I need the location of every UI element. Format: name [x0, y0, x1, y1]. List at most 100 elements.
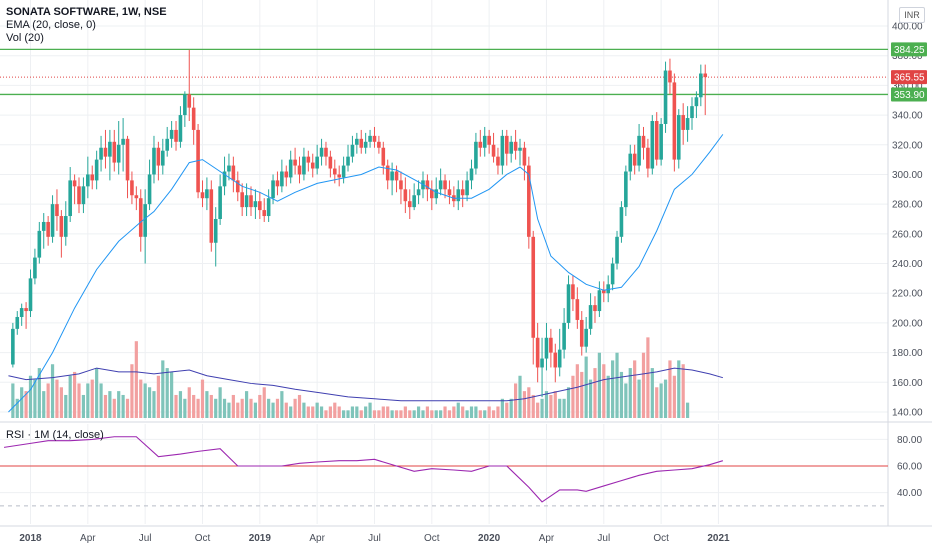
candle	[416, 180, 421, 205]
candle	[315, 144, 319, 175]
candle	[280, 159, 284, 193]
candle	[341, 156, 346, 184]
candle-body	[407, 201, 412, 208]
candle-body	[94, 159, 99, 181]
candle	[240, 183, 244, 217]
candle-body	[663, 70, 668, 124]
candle	[676, 109, 681, 169]
candle-body	[359, 138, 364, 148]
time-tick-label: Oct	[424, 533, 440, 544]
candle	[681, 103, 685, 145]
candle-body	[694, 97, 699, 107]
volume-bar	[33, 379, 37, 418]
price-tick-label: 140.00	[892, 408, 923, 419]
volume-bar	[302, 402, 306, 418]
ema-legend[interactable]: EMA (20, close, 0)	[6, 19, 96, 31]
price-tick-label: 400.00	[892, 22, 923, 33]
candle-body	[346, 156, 350, 166]
candle-body	[443, 180, 447, 190]
volume-bar	[103, 394, 108, 418]
candle	[319, 138, 324, 166]
candle-body	[306, 156, 311, 163]
candle	[231, 156, 236, 193]
volume-bar	[491, 410, 496, 418]
candle	[90, 165, 95, 190]
candle-body	[108, 141, 112, 157]
candle-body	[469, 168, 474, 181]
candle-body	[86, 174, 90, 187]
volume-bar	[192, 394, 196, 418]
candle	[540, 337, 544, 398]
currency-badge[interactable]: INR	[899, 7, 925, 23]
candle	[562, 308, 566, 359]
candle	[659, 118, 663, 166]
price-tick-label: 380.00	[892, 51, 923, 62]
volume-bar	[81, 394, 86, 418]
volume-bar	[659, 383, 663, 418]
rsi-tick-label: 80.00	[897, 435, 922, 446]
candle	[663, 61, 668, 133]
candle	[125, 135, 130, 199]
candle-body	[341, 165, 346, 178]
candle	[447, 180, 452, 205]
candle-body	[77, 186, 81, 205]
vol-legend[interactable]: Vol (20)	[6, 32, 44, 44]
candle-body	[699, 73, 703, 98]
candle-body	[138, 198, 143, 237]
candle	[513, 129, 518, 160]
symbol-title[interactable]: SONATA SOFTWARE, 1W, NSE	[6, 6, 167, 18]
volume-bar	[170, 371, 174, 418]
volume-bar	[500, 398, 504, 418]
candle	[77, 177, 81, 214]
candle	[266, 189, 271, 222]
grid-lines	[0, 0, 888, 524]
candle-body	[513, 141, 518, 151]
rsi-legend[interactable]: RSI · 1M (14, close)	[6, 429, 104, 441]
volume-bar	[593, 368, 597, 418]
candle	[694, 91, 699, 119]
candle	[615, 230, 619, 270]
volume-bar	[50, 364, 55, 418]
volume-bar	[227, 402, 231, 418]
candle	[509, 135, 513, 163]
candle-body	[72, 180, 77, 187]
time-tick-label: Jul	[139, 533, 152, 544]
candle-body	[125, 138, 130, 181]
candle	[94, 150, 99, 190]
candle	[399, 171, 403, 205]
volume-bar	[469, 406, 474, 418]
candle	[59, 210, 64, 258]
candle	[284, 165, 289, 187]
volume-bar	[328, 406, 332, 418]
volume-bar	[465, 410, 469, 418]
candle	[469, 159, 474, 190]
time-tick-label: 2019	[249, 533, 272, 544]
candle	[522, 141, 527, 181]
candle-body	[425, 180, 430, 190]
candle-body	[641, 135, 646, 148]
candle-body	[535, 337, 540, 368]
candle-body	[650, 121, 655, 169]
candle	[619, 201, 624, 243]
time-tick-label: Apr	[80, 533, 96, 544]
time-tick-label: 2020	[478, 533, 501, 544]
candle	[262, 198, 267, 222]
candle-body	[244, 195, 249, 208]
volume-bar	[337, 406, 341, 418]
candle	[703, 64, 708, 116]
candle	[456, 180, 461, 211]
candle-body	[209, 189, 214, 243]
volume-bar	[174, 394, 178, 418]
time-tick-label: 2021	[707, 533, 730, 544]
candle	[377, 135, 381, 154]
volume-bar	[350, 406, 355, 418]
candle	[606, 275, 611, 303]
candle-body	[315, 156, 319, 169]
candle-body	[240, 192, 244, 208]
volume-bar	[668, 360, 672, 418]
candle-body	[253, 201, 258, 208]
candle	[443, 174, 447, 199]
candle-body	[143, 204, 147, 237]
